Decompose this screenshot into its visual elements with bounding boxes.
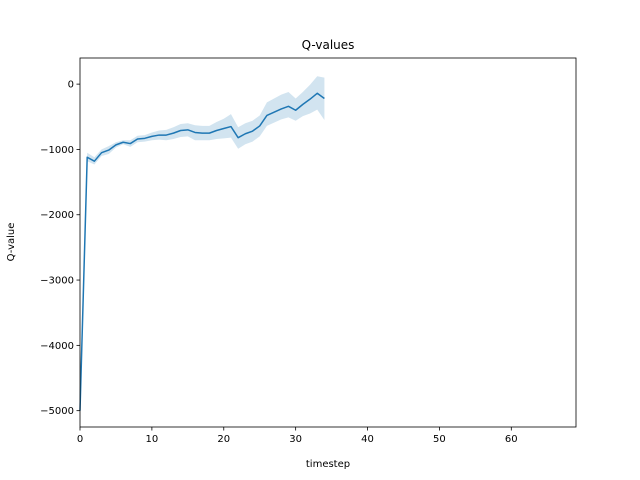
x-tick-label: 20 [217, 434, 230, 445]
y-tick-label: −1000 [40, 145, 74, 156]
x-tick-label: 10 [146, 434, 159, 445]
x-axis-label: timestep [306, 459, 350, 470]
y-tick-label: −4000 [40, 341, 74, 352]
x-tick-label: 0 [77, 434, 83, 445]
y-tick-label: −3000 [40, 276, 74, 287]
plot-area [79, 76, 325, 411]
x-tick-label: 60 [505, 434, 518, 445]
x-tick-label: 50 [433, 434, 446, 445]
series-line [79, 92, 325, 411]
y-axis-label: Q-value [6, 223, 17, 262]
chart-title: Q-values [302, 38, 355, 52]
y-tick-label: 0 [68, 80, 74, 91]
y-axis: −5000 −4000 −3000 −2000 −1000 0 [40, 80, 80, 417]
x-tick-label: 40 [361, 434, 374, 445]
x-tick-label: 30 [289, 434, 302, 445]
plot-frame [79, 57, 577, 428]
y-tick-label: −5000 [40, 406, 74, 417]
confidence-band [80, 76, 325, 411]
y-tick-label: −2000 [40, 210, 74, 221]
x-axis: 0 10 20 30 40 50 60 [77, 427, 518, 445]
